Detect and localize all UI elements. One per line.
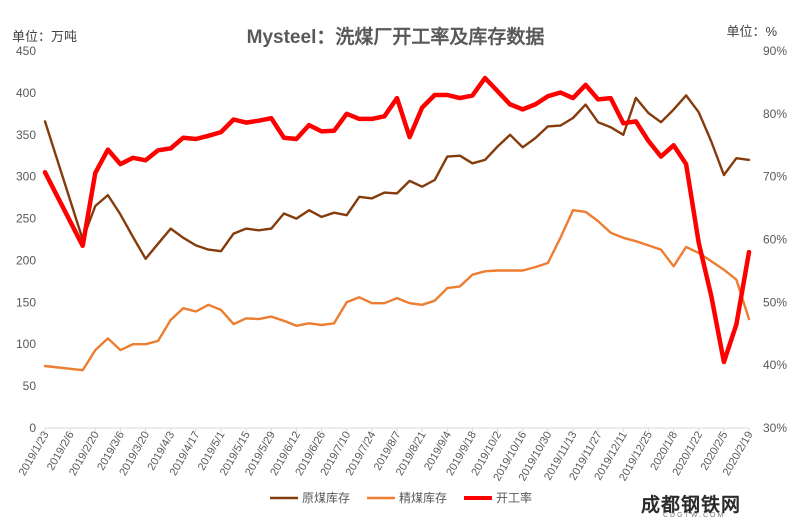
left-tick-label: 350 <box>16 128 36 142</box>
legend-label: 原煤库存 <box>302 490 350 505</box>
left-tick-label: 150 <box>16 295 36 309</box>
watermark-logo: 成都钢铁网 CDGTW.COM <box>641 490 791 521</box>
series-line-2 <box>43 208 751 372</box>
left-tick-label: 250 <box>16 212 36 226</box>
left-axis-unit: 单位：万吨 <box>12 29 78 44</box>
legend-label: 精煤库存 <box>399 490 447 505</box>
left-tick-label: 400 <box>16 86 36 100</box>
right-tick-label: 80% <box>763 107 787 121</box>
right-tick-label: 50% <box>763 295 787 309</box>
right-tick-label: 90% <box>763 44 787 58</box>
watermark-text: 成都钢铁网 <box>641 495 742 516</box>
series-line-3 <box>42 75 752 365</box>
right-tick-label: 30% <box>763 421 787 435</box>
left-tick-label: 50 <box>23 379 37 393</box>
chart-series <box>42 75 752 372</box>
watermark-url: CDGTW.COM <box>663 512 726 519</box>
left-tick-label: 450 <box>16 44 36 58</box>
right-tick-label: 60% <box>763 233 787 247</box>
legend-label: 开工率 <box>496 490 532 505</box>
left-tick-label: 0 <box>29 421 36 435</box>
chart-legend: 原煤库存 精煤库存 开工率 <box>270 490 532 505</box>
left-tick-label: 100 <box>16 337 36 351</box>
left-tick-label: 300 <box>16 170 36 184</box>
right-tick-label: 40% <box>763 358 787 372</box>
series-line-1 <box>43 94 751 260</box>
left-tick-label: 200 <box>16 253 36 267</box>
chart-title: Mysteel：洗煤厂开工率及库存数据 <box>246 27 545 48</box>
right-axis-unit: 单位：% <box>726 24 777 39</box>
x-tick-label: 2019/1/23 <box>17 430 52 478</box>
right-tick-label: 70% <box>763 170 787 184</box>
